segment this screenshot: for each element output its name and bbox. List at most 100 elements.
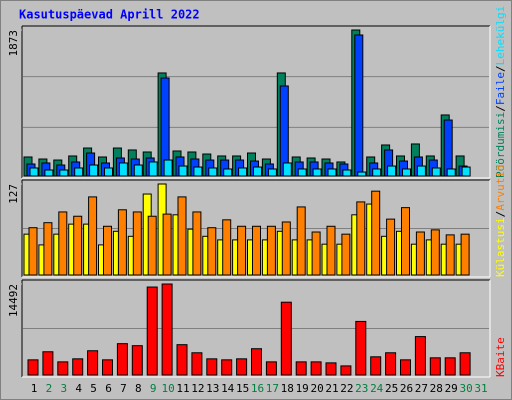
bar — [89, 164, 99, 177]
bar — [222, 219, 232, 276]
x-tick-label: 24 — [370, 382, 384, 395]
x-tick-label: 12 — [191, 382, 204, 395]
x-tick-label: 1 — [31, 382, 38, 395]
bar — [118, 162, 128, 177]
legend-separator: / — [494, 65, 507, 72]
bar — [146, 286, 158, 376]
bar — [236, 358, 248, 376]
bar — [402, 168, 411, 177]
bar — [282, 162, 292, 177]
bar — [74, 167, 84, 177]
bar — [342, 169, 352, 177]
bar — [460, 233, 470, 276]
bar — [326, 225, 336, 276]
bar — [416, 165, 426, 177]
bar — [193, 166, 203, 177]
legend-entry: Pöördumisi — [494, 112, 507, 178]
x-tick-label: 11 — [176, 382, 189, 395]
x-tick-label: 20 — [310, 382, 323, 395]
legend: KBaite — [494, 337, 507, 377]
x-tick-label: 23 — [355, 382, 368, 395]
bar — [29, 167, 39, 177]
bar — [163, 159, 173, 177]
bar — [87, 350, 99, 376]
bar — [356, 201, 366, 276]
bar — [252, 225, 261, 276]
bar — [385, 352, 397, 376]
bar — [103, 225, 112, 276]
bar — [312, 168, 322, 177]
x-tick-label: 4 — [75, 382, 82, 395]
bar — [251, 348, 262, 376]
bar — [267, 168, 277, 177]
bar — [208, 167, 218, 177]
bar — [443, 119, 453, 177]
bar — [431, 167, 441, 177]
x-tick-label: 6 — [105, 382, 112, 395]
bar — [280, 301, 292, 376]
legend-entry: Külastusi — [494, 217, 507, 277]
x-tick-label: 30 — [459, 382, 472, 395]
y-tick-label: 14492 — [7, 284, 20, 317]
bar — [327, 168, 337, 177]
bar — [238, 167, 248, 177]
bar — [400, 359, 411, 376]
x-tick-label: 28 — [430, 382, 443, 395]
x-tick-label: 2 — [46, 382, 53, 395]
x-tick-label: 14 — [221, 382, 235, 395]
bar — [132, 211, 142, 276]
bar — [296, 206, 306, 276]
bar — [354, 34, 364, 177]
bar — [117, 209, 127, 276]
bar — [206, 358, 218, 376]
bar — [116, 343, 128, 376]
bar — [28, 227, 38, 276]
x-tick-label: 26 — [400, 382, 413, 395]
bar — [102, 359, 113, 376]
legend: Pöördumisi/Faile/Lehekülgi — [494, 6, 507, 178]
x-tick-label: 27 — [415, 382, 428, 395]
x-tick-label: 31 — [474, 382, 487, 395]
bar — [311, 231, 321, 276]
bar — [444, 357, 456, 376]
bar — [429, 357, 441, 376]
x-tick-label: 22 — [340, 382, 353, 395]
bar — [461, 166, 471, 177]
bar — [446, 168, 456, 177]
bar — [325, 362, 337, 376]
bar — [372, 168, 382, 177]
legend-separator: / — [494, 211, 507, 218]
x-tick-label: 16 — [251, 382, 264, 395]
bar — [357, 171, 367, 177]
bar — [266, 225, 276, 276]
bar — [386, 218, 396, 276]
bar — [73, 215, 83, 276]
bar — [221, 359, 233, 376]
bar — [297, 168, 307, 177]
x-tick-label: 10 — [161, 382, 174, 395]
bar — [72, 358, 84, 376]
bar — [415, 231, 425, 276]
chart-title: Kasutuspäevad Aprill 2022 — [19, 8, 200, 22]
bar — [401, 207, 410, 276]
legend-entry: Arvutid — [494, 164, 507, 210]
x-tick-label: 7 — [120, 382, 127, 395]
bar — [58, 211, 68, 276]
bar — [237, 225, 247, 276]
legend-separator: / — [494, 105, 507, 112]
x-tick-label: 19 — [296, 382, 309, 395]
bar — [459, 352, 471, 376]
y-tick-label: 1873 — [7, 30, 20, 57]
bar — [192, 211, 202, 276]
legend-entry: KBaite — [494, 337, 507, 377]
bar — [371, 190, 381, 276]
bar — [178, 165, 188, 177]
legend-entry: Faile — [494, 72, 507, 105]
bar — [44, 169, 54, 177]
bar — [387, 165, 397, 177]
x-tick-label: 9 — [150, 382, 157, 395]
x-tick-label: 21 — [325, 382, 338, 395]
bar — [104, 167, 113, 177]
bar — [445, 234, 455, 276]
